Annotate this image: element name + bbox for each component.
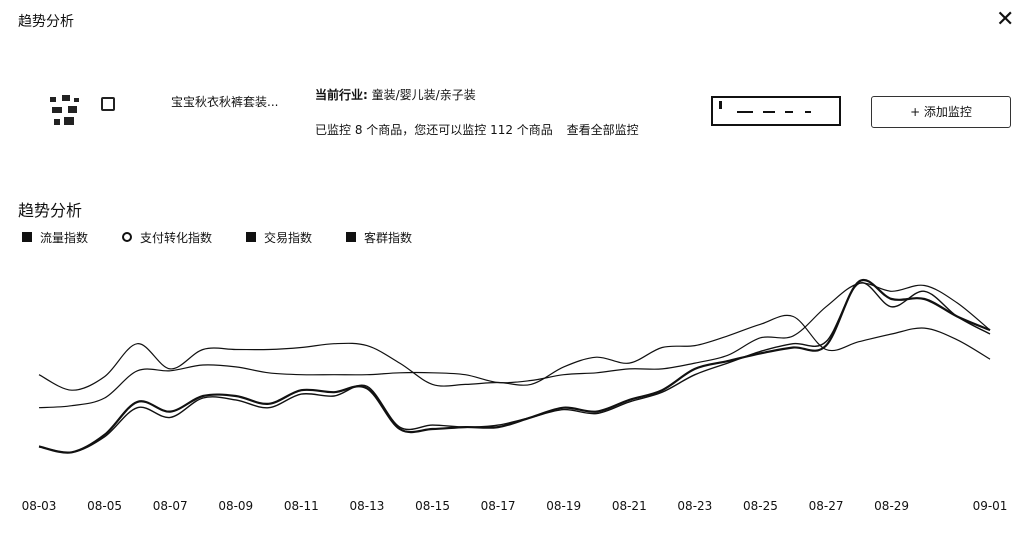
x-tick-label: 08-17 — [481, 499, 516, 513]
monitor-count-text: 已监控 8 个商品，您还可以监控 112 个商品 — [315, 123, 553, 137]
legend-label: 交易指数 — [264, 230, 313, 245]
legend-item-customer[interactable]: 客群指数 — [346, 228, 412, 246]
add-monitor-button[interactable]: + 添加监控 — [871, 96, 1011, 128]
x-tick-label: 08-11 — [284, 499, 319, 513]
x-tick-label: 09-01 — [973, 499, 1008, 513]
close-icon[interactable]: ✕ — [996, 7, 1015, 32]
x-tick-label: 08-25 — [743, 499, 778, 513]
product-select-box[interactable] — [711, 96, 841, 126]
x-tick-label: 08-23 — [677, 499, 712, 513]
x-tick-label: 08-05 — [87, 499, 122, 513]
industry-value: 童装/婴儿装/亲子装 — [371, 88, 476, 102]
x-tick-label: 08-19 — [546, 499, 581, 513]
product-checkbox[interactable] — [101, 97, 115, 111]
series-line-3 — [38, 282, 991, 454]
x-tick-label: 08-13 — [349, 499, 384, 513]
dialog-title: 趋势分析 — [18, 14, 74, 30]
x-tick-label: 08-15 — [415, 499, 450, 513]
x-tick-label: 08-21 — [612, 499, 647, 513]
series-line-1 — [38, 282, 991, 409]
series-line-2 — [38, 314, 991, 391]
chart-legend: 流量指数 支付转化指数 交易指数 客群指数 — [22, 228, 446, 246]
series-line-4 — [38, 278, 991, 454]
current-industry: 当前行业: 童装/婴儿装/亲子装 — [315, 86, 476, 103]
monitor-status: 已监控 8 个商品，您还可以监控 112 个商品 查看全部监控 — [315, 121, 639, 138]
legend-item-traffic[interactable]: 流量指数 — [22, 228, 88, 246]
industry-label: 当前行业: — [315, 88, 368, 102]
legend-marker — [22, 232, 32, 242]
x-tick-label: 08-29 — [874, 499, 909, 513]
legend-item-conversion[interactable]: 支付转化指数 — [122, 228, 212, 246]
view-all-monitor-link[interactable]: 查看全部监控 — [566, 123, 639, 137]
x-tick-label: 08-27 — [809, 499, 844, 513]
trend-chart: 08-03 08-05 08-07 08-09 08-11 08-13 08-15 08-17… — [22, 278, 1008, 513]
legend-marker — [346, 232, 357, 242]
x-tick-label: 08-09 — [218, 499, 253, 513]
legend-item-trade[interactable]: 交易指数 — [246, 228, 312, 246]
legend-label: 流量指数 — [40, 230, 89, 245]
legend-label: 支付转化指数 — [140, 230, 213, 245]
product-thumbnail — [48, 93, 82, 129]
product-name: 宝宝秋衣秋裤套装... — [171, 95, 279, 109]
legend-marker — [122, 232, 133, 242]
legend-label: 客群指数 — [364, 230, 413, 245]
x-tick-label: 08-07 — [153, 499, 188, 513]
section-title: 趋势分析 — [18, 201, 83, 220]
x-tick-label: 08-03 — [22, 499, 57, 513]
legend-marker — [246, 232, 257, 242]
